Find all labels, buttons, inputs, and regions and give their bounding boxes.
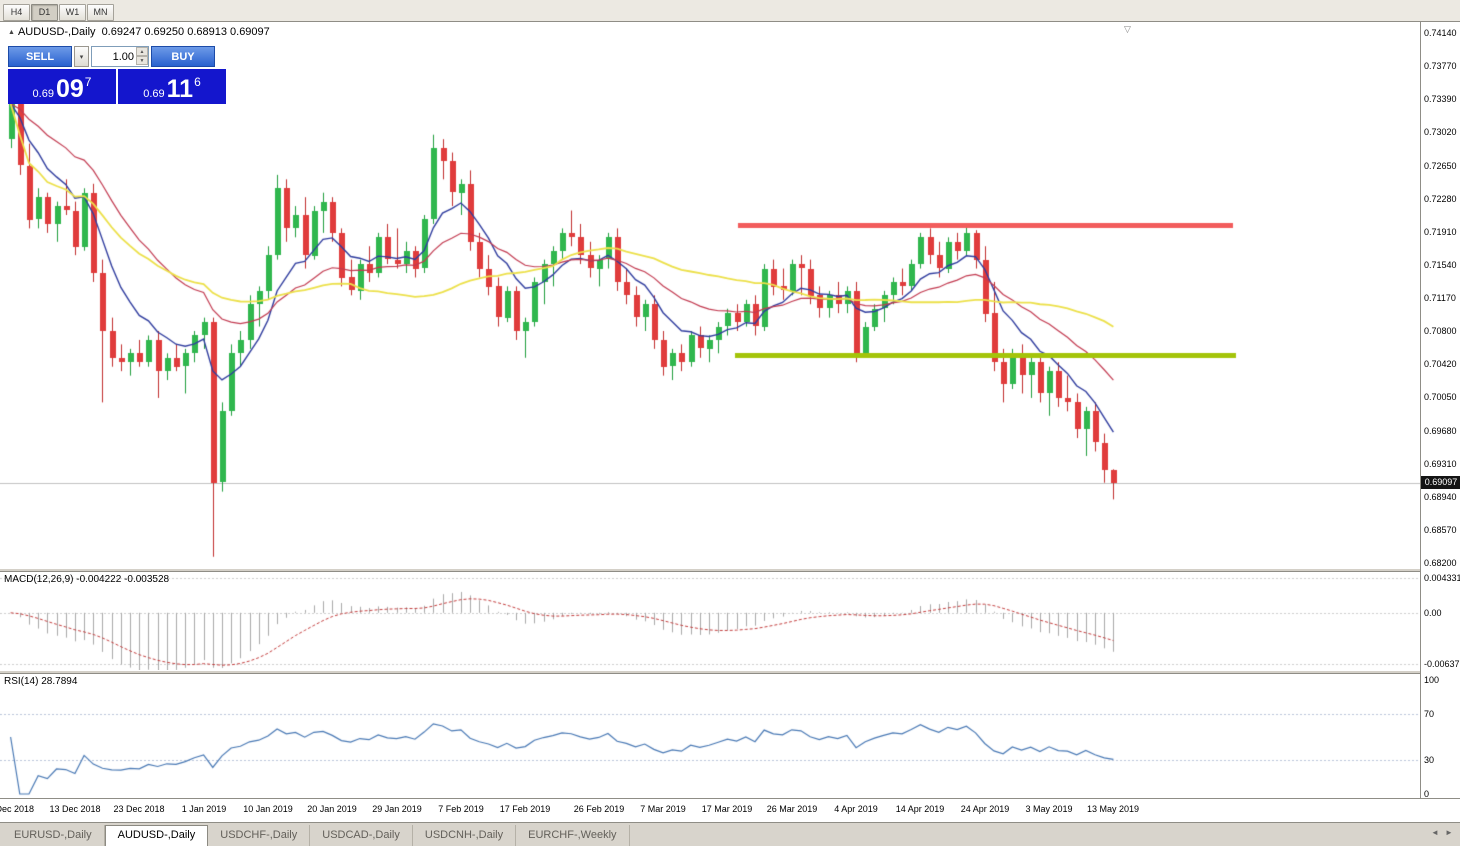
chart-shift-marker[interactable]: ▽ (1124, 24, 1131, 34)
sell-price-prefix: 0.69 (32, 88, 54, 100)
price-axis-label: 0.73770 (1424, 61, 1457, 72)
chart-title: ▲ AUDUSD-,Daily 0.69247 0.69250 0.68913 0.… (8, 26, 270, 38)
chart-tab-eurchf-weekly[interactable]: EURCHF-,Weekly (516, 825, 630, 846)
time-axis[interactable]: 4 Dec 2018 13 Dec 2018 23 Dec 2018 1 Jan 20… (0, 798, 1460, 822)
buy-button[interactable]: BUY (151, 46, 215, 67)
current-price-tag: 0.69097 (1421, 476, 1460, 489)
buy-price-sup: 6 (194, 75, 201, 89)
trade-prices-row: 0.69 09 7 0.69 11 6 (8, 69, 228, 104)
price-axis[interactable]: 0.69097 0.74140 0.73770 0.73390 0.73020 0.72… (1420, 22, 1460, 799)
chart-symbol-label: AUDUSD-,Daily (17, 26, 96, 38)
time-axis-label: 7 Mar 2019 (640, 804, 686, 814)
buy-price-prefix: 0.69 (143, 88, 165, 100)
chart-ohlc-values: 0.69247 0.69250 0.68913 0.69097 (101, 26, 270, 38)
price-axis-label: 0.70050 (1424, 392, 1457, 403)
price-axis-label: 0.73390 (1424, 94, 1457, 105)
price-axis-label: 0.72650 (1424, 160, 1457, 171)
main-chart-panel: ▲ AUDUSD-,Daily 0.69247 0.69250 0.68913 0.… (0, 22, 1420, 568)
chart-tab-usdchf-daily[interactable]: USDCHF-,Daily (208, 825, 311, 846)
price-axis-label: 0.71540 (1424, 259, 1457, 270)
timeframe-toolbar: H4 D1 W1 MN (0, 0, 1460, 22)
sell-price-big: 09 (55, 75, 84, 103)
buy-price-box[interactable]: 0.69 11 6 (118, 69, 226, 104)
panel-splitter[interactable] (0, 568, 1460, 572)
volume-increment-button[interactable]: ▲ (136, 47, 148, 56)
time-axis-label: 3 May 2019 (1025, 804, 1073, 814)
rsi-label: RSI(14) 28.7894 (4, 676, 78, 687)
time-axis-label: 13 May 2019 (1086, 804, 1140, 814)
timeframe-button-mn[interactable]: MN (87, 4, 114, 21)
timeframe-button-d1[interactable]: D1 (31, 4, 58, 21)
price-axis-label: 0.73020 (1424, 127, 1457, 138)
price-axis-label: 0.70420 (1424, 359, 1457, 370)
rsi-axis-label: 0 (1424, 789, 1430, 799)
chart-tab-usdcad-daily[interactable]: USDCAD-,Daily (310, 825, 413, 846)
sell-button[interactable]: SELL (8, 46, 72, 67)
price-axis-label: 0.69310 (1424, 458, 1457, 469)
price-axis-label: 0.69680 (1424, 425, 1457, 436)
time-axis-label: 26 Mar 2019 (766, 804, 818, 814)
macd-panel: MACD(12,26,9) -0.004222 -0.003528 (0, 572, 1420, 670)
sell-price-sup: 7 (84, 75, 92, 89)
time-axis-label: 4 Apr 2019 (834, 804, 878, 814)
candlestick-chart-canvas[interactable] (0, 22, 1420, 568)
price-axis-label: 0.74140 (1424, 28, 1457, 38)
macd-axis-label: 0.004331 (1424, 573, 1460, 583)
time-axis-label: 20 Jan 2019 (307, 804, 357, 814)
macd-label: MACD(12,26,9) -0.004222 -0.003528 (4, 574, 170, 585)
time-axis-label: 29 Jan 2019 (372, 804, 422, 814)
timeframe-button-w1[interactable]: W1 (59, 4, 86, 21)
tab-scroll-right-button[interactable]: ► (1445, 828, 1453, 837)
time-axis-label: 17 Feb 2019 (499, 804, 551, 814)
rsi-axis-label: 30 (1424, 754, 1435, 765)
time-axis-label: 13 Dec 2018 (49, 804, 101, 814)
rsi-axis-label: 100 (1424, 675, 1440, 685)
trade-controls-row: SELL ▾ ▲ ▼ BUY (8, 46, 228, 67)
volume-decrement-button[interactable]: ▼ (136, 56, 148, 65)
chart-tab-bar: EURUSD-,Daily AUDUSD-,Daily USDCHF-,Daily U… (0, 822, 1460, 846)
macd-indicator-canvas[interactable] (0, 572, 1420, 670)
tab-scroll-left-button[interactable]: ◄ (1431, 828, 1439, 837)
chart-tab-eurusd-daily[interactable]: EURUSD-,Daily (2, 825, 105, 846)
time-axis-label: 7 Feb 2019 (438, 804, 484, 814)
time-axis-label: 14 Apr 2019 (895, 804, 945, 814)
macd-axis-label: 0.00 (1424, 607, 1442, 618)
time-axis-label: 17 Mar 2019 (701, 804, 753, 814)
time-axis-label: 10 Jan 2019 (243, 804, 293, 814)
price-axis-label: 0.68200 (1424, 558, 1457, 568)
rsi-axis-label: 70 (1424, 709, 1435, 720)
chart-symbol-icon: ▲ (8, 29, 15, 36)
price-axis-label: 0.68940 (1424, 491, 1457, 502)
sell-price-box[interactable]: 0.69 09 7 (8, 69, 116, 104)
chart-tab-audusd-daily[interactable]: AUDUSD-,Daily (104, 825, 209, 846)
one-click-trading-panel: SELL ▾ ▲ ▼ BUY 0.69 09 7 0.69 11 6 (8, 46, 228, 104)
time-axis-label: 23 Dec 2018 (113, 804, 165, 814)
price-axis-label: 0.71910 (1424, 226, 1457, 237)
volume-dropdown-button[interactable]: ▾ (74, 46, 89, 67)
time-axis-label: 24 Apr 2019 (960, 804, 1010, 814)
tab-scroll-controls: ◄ ► (1428, 828, 1456, 837)
rsi-panel: RSI(14) 28.7894 (0, 674, 1420, 798)
volume-field-wrap: ▲ ▼ (91, 46, 149, 67)
price-axis-label: 0.68570 (1424, 524, 1457, 535)
price-axis-label: 0.71170 (1424, 293, 1456, 303)
time-axis-label: 26 Feb 2019 (573, 804, 625, 814)
timeframe-button-h4[interactable]: H4 (3, 4, 30, 21)
time-axis-label: 1 Jan 2019 (181, 804, 227, 814)
price-axis-label: 0.72280 (1424, 193, 1457, 204)
chart-tab-usdcnh-daily[interactable]: USDCNH-,Daily (413, 825, 517, 846)
panel-splitter[interactable] (0, 670, 1460, 674)
price-axis-label: 0.70800 (1424, 326, 1457, 337)
time-axis-label: 4 Dec 2018 (0, 804, 35, 814)
rsi-indicator-canvas[interactable] (0, 674, 1420, 798)
volume-input[interactable] (91, 46, 149, 67)
buy-price-big: 11 (166, 75, 194, 103)
